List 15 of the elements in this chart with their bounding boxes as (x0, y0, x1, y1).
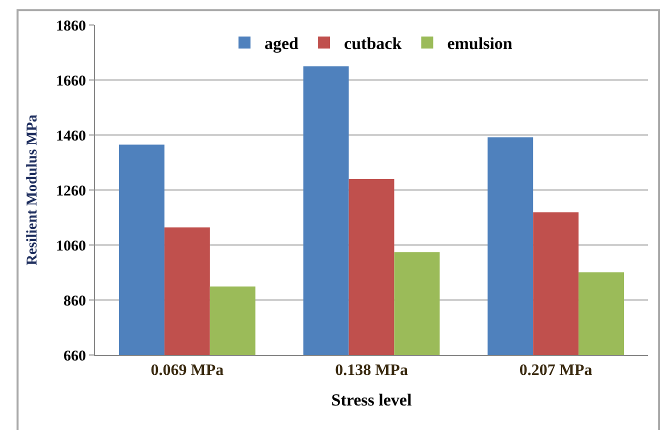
y-tick-label: 1660 (56, 73, 86, 90)
y-tick-label: 1460 (56, 128, 86, 144)
y-tick-label: 1260 (56, 183, 86, 200)
x-tick-label: 0.138 MPa (335, 362, 408, 380)
x-tick-label: 0.207 MPa (519, 362, 592, 380)
y-tick-label: 660 (64, 348, 86, 364)
y-tick-label: 1860 (56, 18, 86, 34)
y-tick-label: 1060 (56, 238, 86, 254)
y-tick-label: 860 (64, 293, 86, 310)
x-tick-label: 0.069 MPa (150, 362, 224, 380)
x-axis-title: Stress level (331, 390, 412, 410)
legend-label: aged (264, 34, 300, 54)
legend-label: emulsion (447, 34, 513, 54)
legend-label: cutback (344, 34, 402, 54)
y-axis-title: Resilient Modulus MPa (24, 114, 40, 266)
